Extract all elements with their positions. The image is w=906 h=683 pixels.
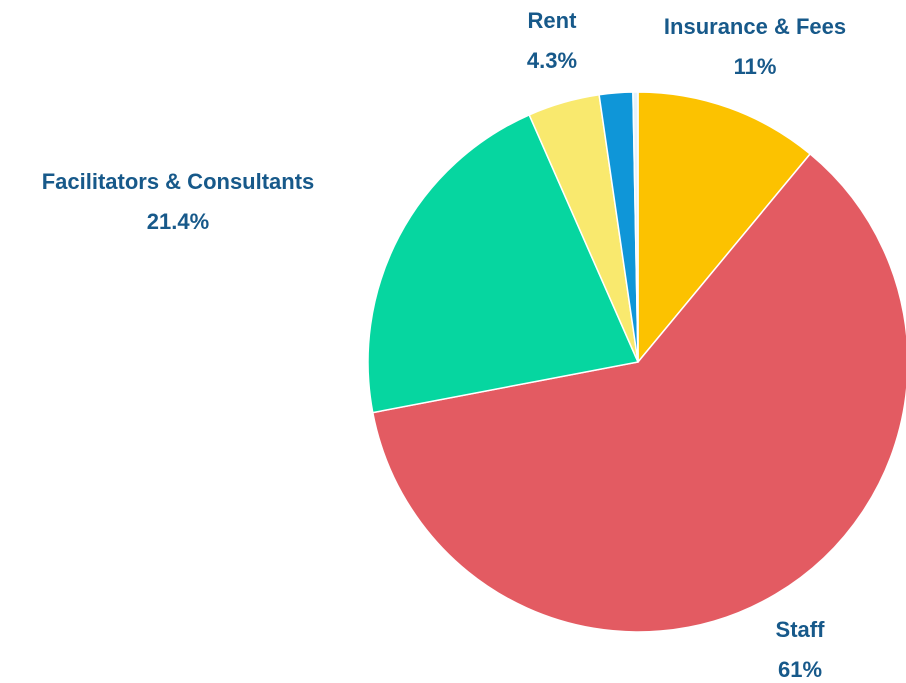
pie-slice	[632, 91, 639, 363]
pie-slice	[371, 152, 906, 633]
slice-value-label: 11%	[734, 54, 777, 79]
pie-slice	[367, 113, 640, 414]
slice-label: Staff	[776, 617, 826, 642]
slice-value-label: 61%	[778, 657, 822, 682]
pie-slice	[637, 91, 812, 365]
slice-label: Rent	[528, 8, 578, 33]
slice-value-label: 21.4%	[147, 209, 209, 234]
slice-label: Insurance & Fees	[664, 14, 846, 39]
slice-value-label: 4.3%	[527, 48, 577, 73]
slice-label: Facilitators & Consultants	[42, 169, 315, 194]
